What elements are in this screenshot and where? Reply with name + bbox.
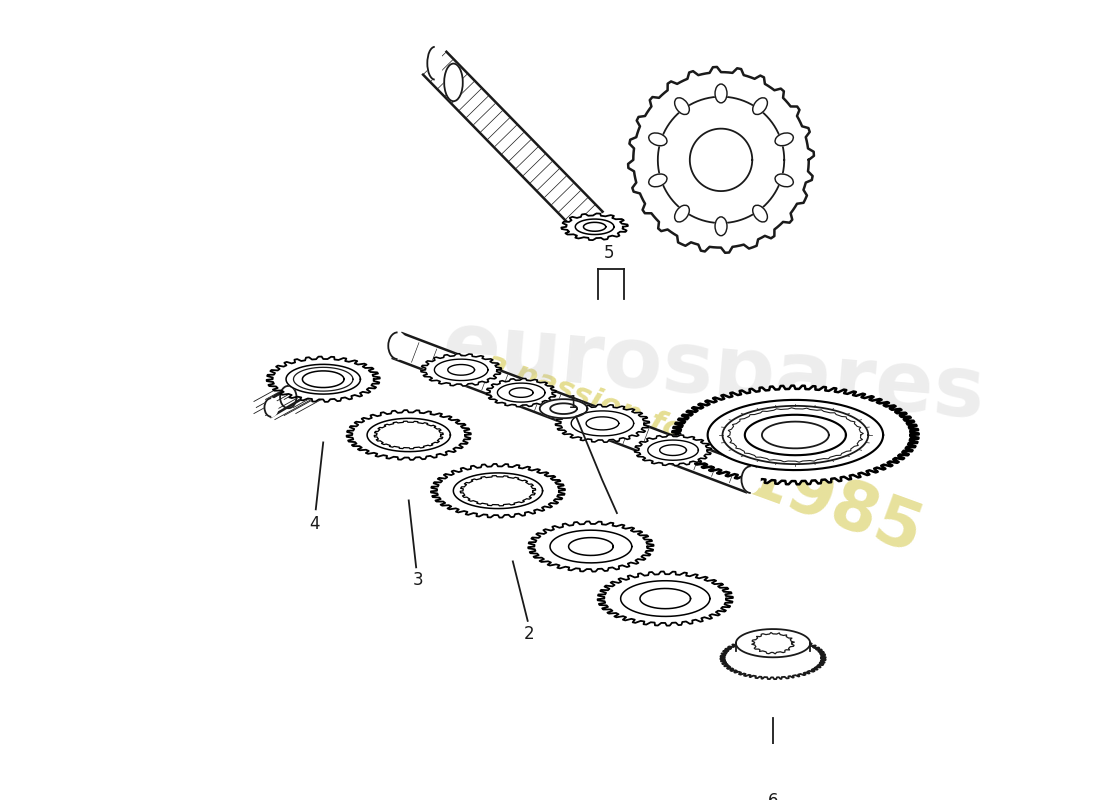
Text: 3: 3	[412, 571, 424, 589]
Text: 5: 5	[604, 244, 615, 262]
Polygon shape	[286, 364, 361, 394]
Ellipse shape	[715, 217, 727, 236]
Polygon shape	[473, 481, 524, 501]
Ellipse shape	[752, 98, 768, 114]
Text: 2: 2	[524, 626, 535, 643]
Polygon shape	[739, 413, 851, 458]
Text: 1: 1	[566, 394, 578, 412]
Text: 4: 4	[309, 515, 319, 534]
Polygon shape	[620, 581, 710, 617]
Text: 6: 6	[768, 792, 779, 800]
Polygon shape	[583, 222, 606, 231]
Polygon shape	[509, 388, 534, 398]
Ellipse shape	[674, 206, 690, 222]
Polygon shape	[723, 406, 868, 464]
Polygon shape	[628, 67, 814, 253]
Polygon shape	[640, 589, 691, 609]
Text: eurospares: eurospares	[439, 306, 989, 437]
Polygon shape	[448, 365, 474, 375]
Polygon shape	[597, 571, 733, 626]
Polygon shape	[556, 405, 649, 442]
Polygon shape	[453, 473, 542, 509]
Polygon shape	[486, 378, 557, 406]
Polygon shape	[569, 538, 613, 555]
Polygon shape	[424, 52, 603, 234]
Ellipse shape	[752, 206, 768, 222]
Polygon shape	[431, 464, 565, 518]
Polygon shape	[720, 637, 826, 679]
Ellipse shape	[649, 133, 667, 146]
Polygon shape	[550, 403, 578, 414]
Polygon shape	[745, 414, 846, 455]
Ellipse shape	[427, 47, 442, 79]
Polygon shape	[660, 445, 686, 455]
Ellipse shape	[444, 63, 463, 101]
Polygon shape	[762, 422, 828, 448]
Polygon shape	[434, 359, 488, 381]
Polygon shape	[672, 386, 918, 484]
Polygon shape	[540, 399, 587, 418]
Polygon shape	[690, 129, 752, 191]
Ellipse shape	[649, 174, 667, 186]
Polygon shape	[575, 219, 614, 234]
Polygon shape	[586, 417, 619, 430]
Polygon shape	[374, 421, 443, 449]
Polygon shape	[658, 97, 784, 223]
Polygon shape	[302, 371, 344, 387]
Polygon shape	[727, 408, 864, 462]
Polygon shape	[294, 367, 353, 391]
Ellipse shape	[715, 84, 727, 103]
Text: a passion for parts: a passion for parts	[482, 347, 796, 486]
Polygon shape	[393, 334, 756, 492]
Polygon shape	[460, 476, 536, 506]
Ellipse shape	[388, 332, 407, 359]
Polygon shape	[707, 400, 883, 470]
Polygon shape	[386, 426, 431, 444]
Polygon shape	[550, 530, 631, 563]
Ellipse shape	[776, 133, 793, 146]
Text: 1985: 1985	[734, 443, 931, 568]
Polygon shape	[736, 629, 811, 658]
Polygon shape	[367, 418, 450, 452]
Ellipse shape	[674, 98, 690, 114]
Polygon shape	[421, 354, 502, 386]
Ellipse shape	[264, 398, 278, 417]
Polygon shape	[497, 383, 544, 402]
Polygon shape	[571, 411, 634, 436]
Polygon shape	[561, 214, 628, 240]
Polygon shape	[648, 440, 698, 460]
Polygon shape	[528, 522, 653, 572]
Polygon shape	[635, 434, 712, 466]
Polygon shape	[266, 357, 380, 402]
Polygon shape	[751, 633, 794, 654]
Ellipse shape	[741, 466, 760, 493]
Polygon shape	[346, 410, 471, 460]
Ellipse shape	[776, 174, 793, 186]
